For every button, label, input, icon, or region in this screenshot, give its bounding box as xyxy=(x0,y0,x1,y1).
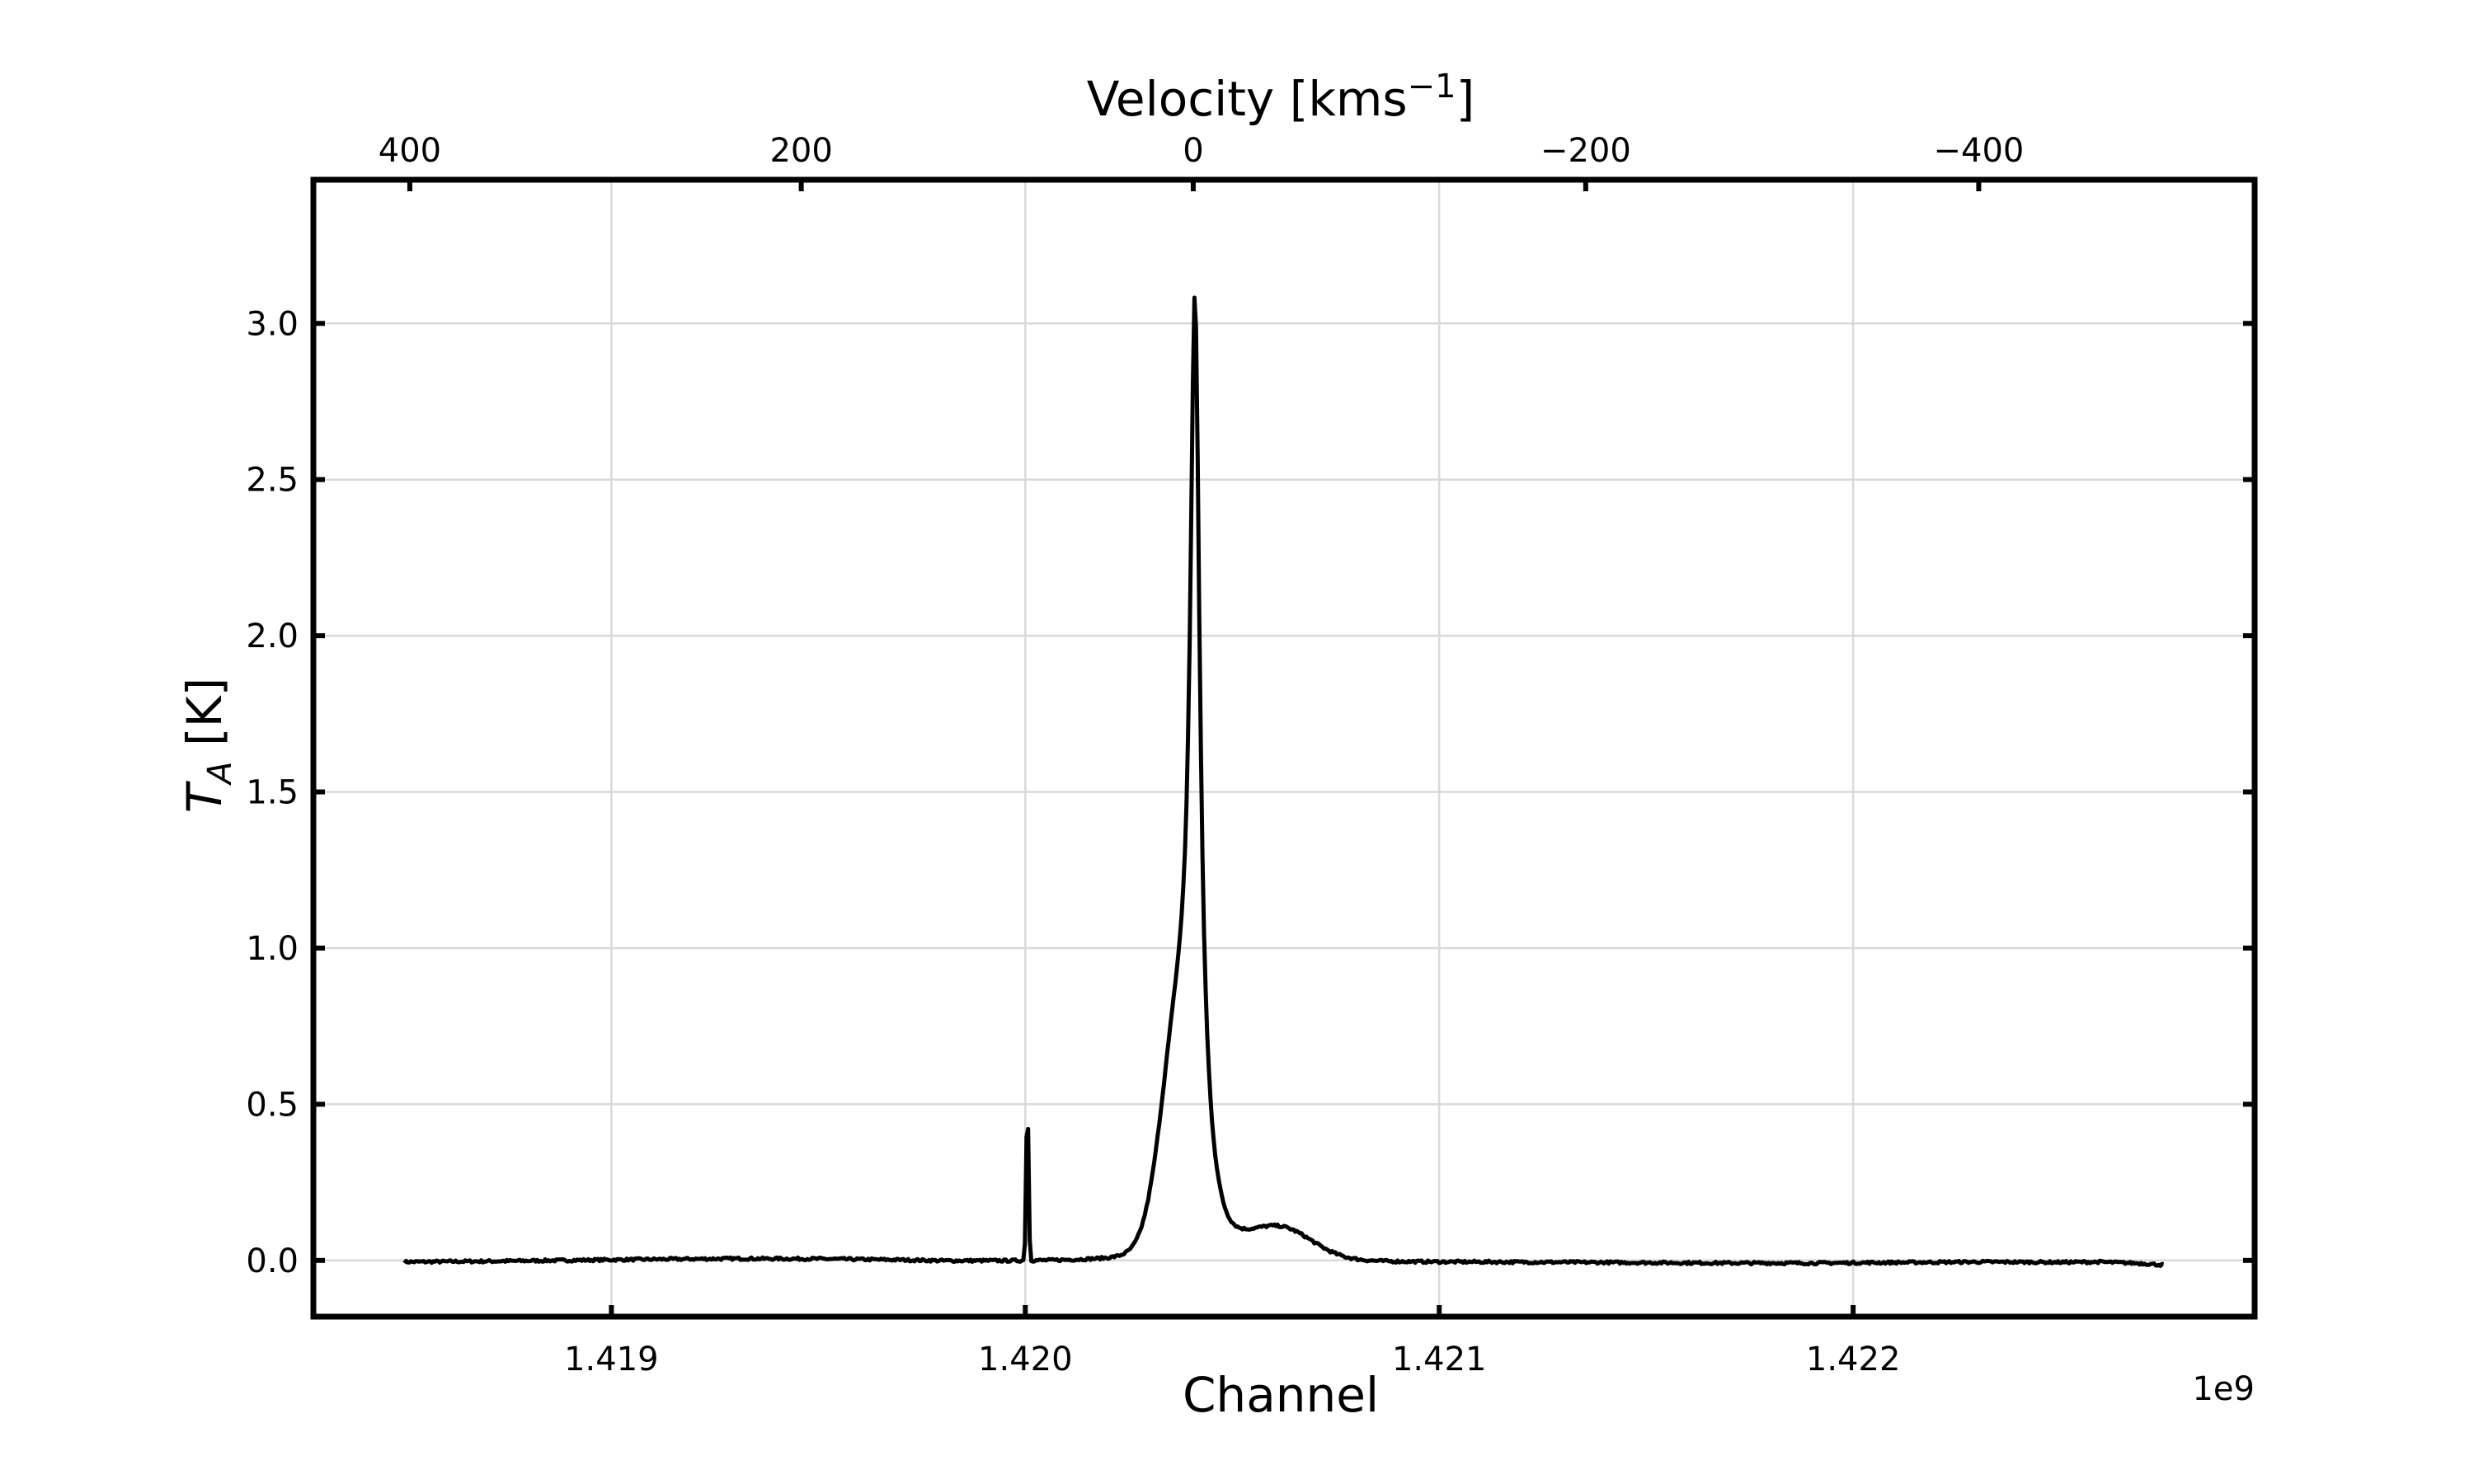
spectrum-line xyxy=(402,295,2165,1268)
y-tick-label: 1.5 xyxy=(246,774,299,812)
grid-lines xyxy=(313,180,2255,1317)
y-tick-label: 0.5 xyxy=(246,1086,299,1124)
y-axis-label-subscript: A xyxy=(201,761,239,786)
y-axis-label-unit: [K] xyxy=(176,678,233,762)
x-tick-label: 1.420 xyxy=(978,1341,1073,1378)
x-tick-label: 1.421 xyxy=(1392,1341,1487,1378)
tick-marks xyxy=(313,180,2255,1317)
x-tick-label: 1.422 xyxy=(1806,1341,1901,1378)
x-axis-label: Channel xyxy=(1183,1367,1379,1423)
top-x-axis-label-end: ] xyxy=(1456,71,1475,127)
top-tick-label: −400 xyxy=(1933,132,2024,170)
tick-labels: 1.419 1.420 1.421 1.422 0.0 0.5 1.0 1.5 2.0 2.5 3.… xyxy=(246,132,2024,1378)
x-offset-label: 1e9 xyxy=(2192,1370,2255,1408)
y-tick-label: 3.0 xyxy=(246,305,299,343)
y-axis-label-main: T xyxy=(176,780,233,813)
top-x-axis-label: Velocity [kms−1] xyxy=(1087,68,1475,127)
top-x-axis-label-superscript: −1 xyxy=(1408,68,1456,106)
top-x-axis-label-main: Velocity [kms xyxy=(1087,71,1408,127)
top-tick-label: 200 xyxy=(769,132,832,170)
y-tick-label: 1.0 xyxy=(246,930,299,968)
top-tick-label: 0 xyxy=(1183,132,1203,170)
y-tick-label: 2.5 xyxy=(246,462,299,500)
top-tick-label: −200 xyxy=(1540,132,1631,170)
y-axis-label: TA [K] xyxy=(176,678,239,814)
plot-frame xyxy=(310,176,2258,1320)
y-tick-label: 2.0 xyxy=(246,618,299,655)
top-tick-label: 400 xyxy=(379,132,441,170)
x-tick-label: 1.419 xyxy=(564,1341,659,1378)
y-tick-label: 0.0 xyxy=(246,1242,299,1280)
